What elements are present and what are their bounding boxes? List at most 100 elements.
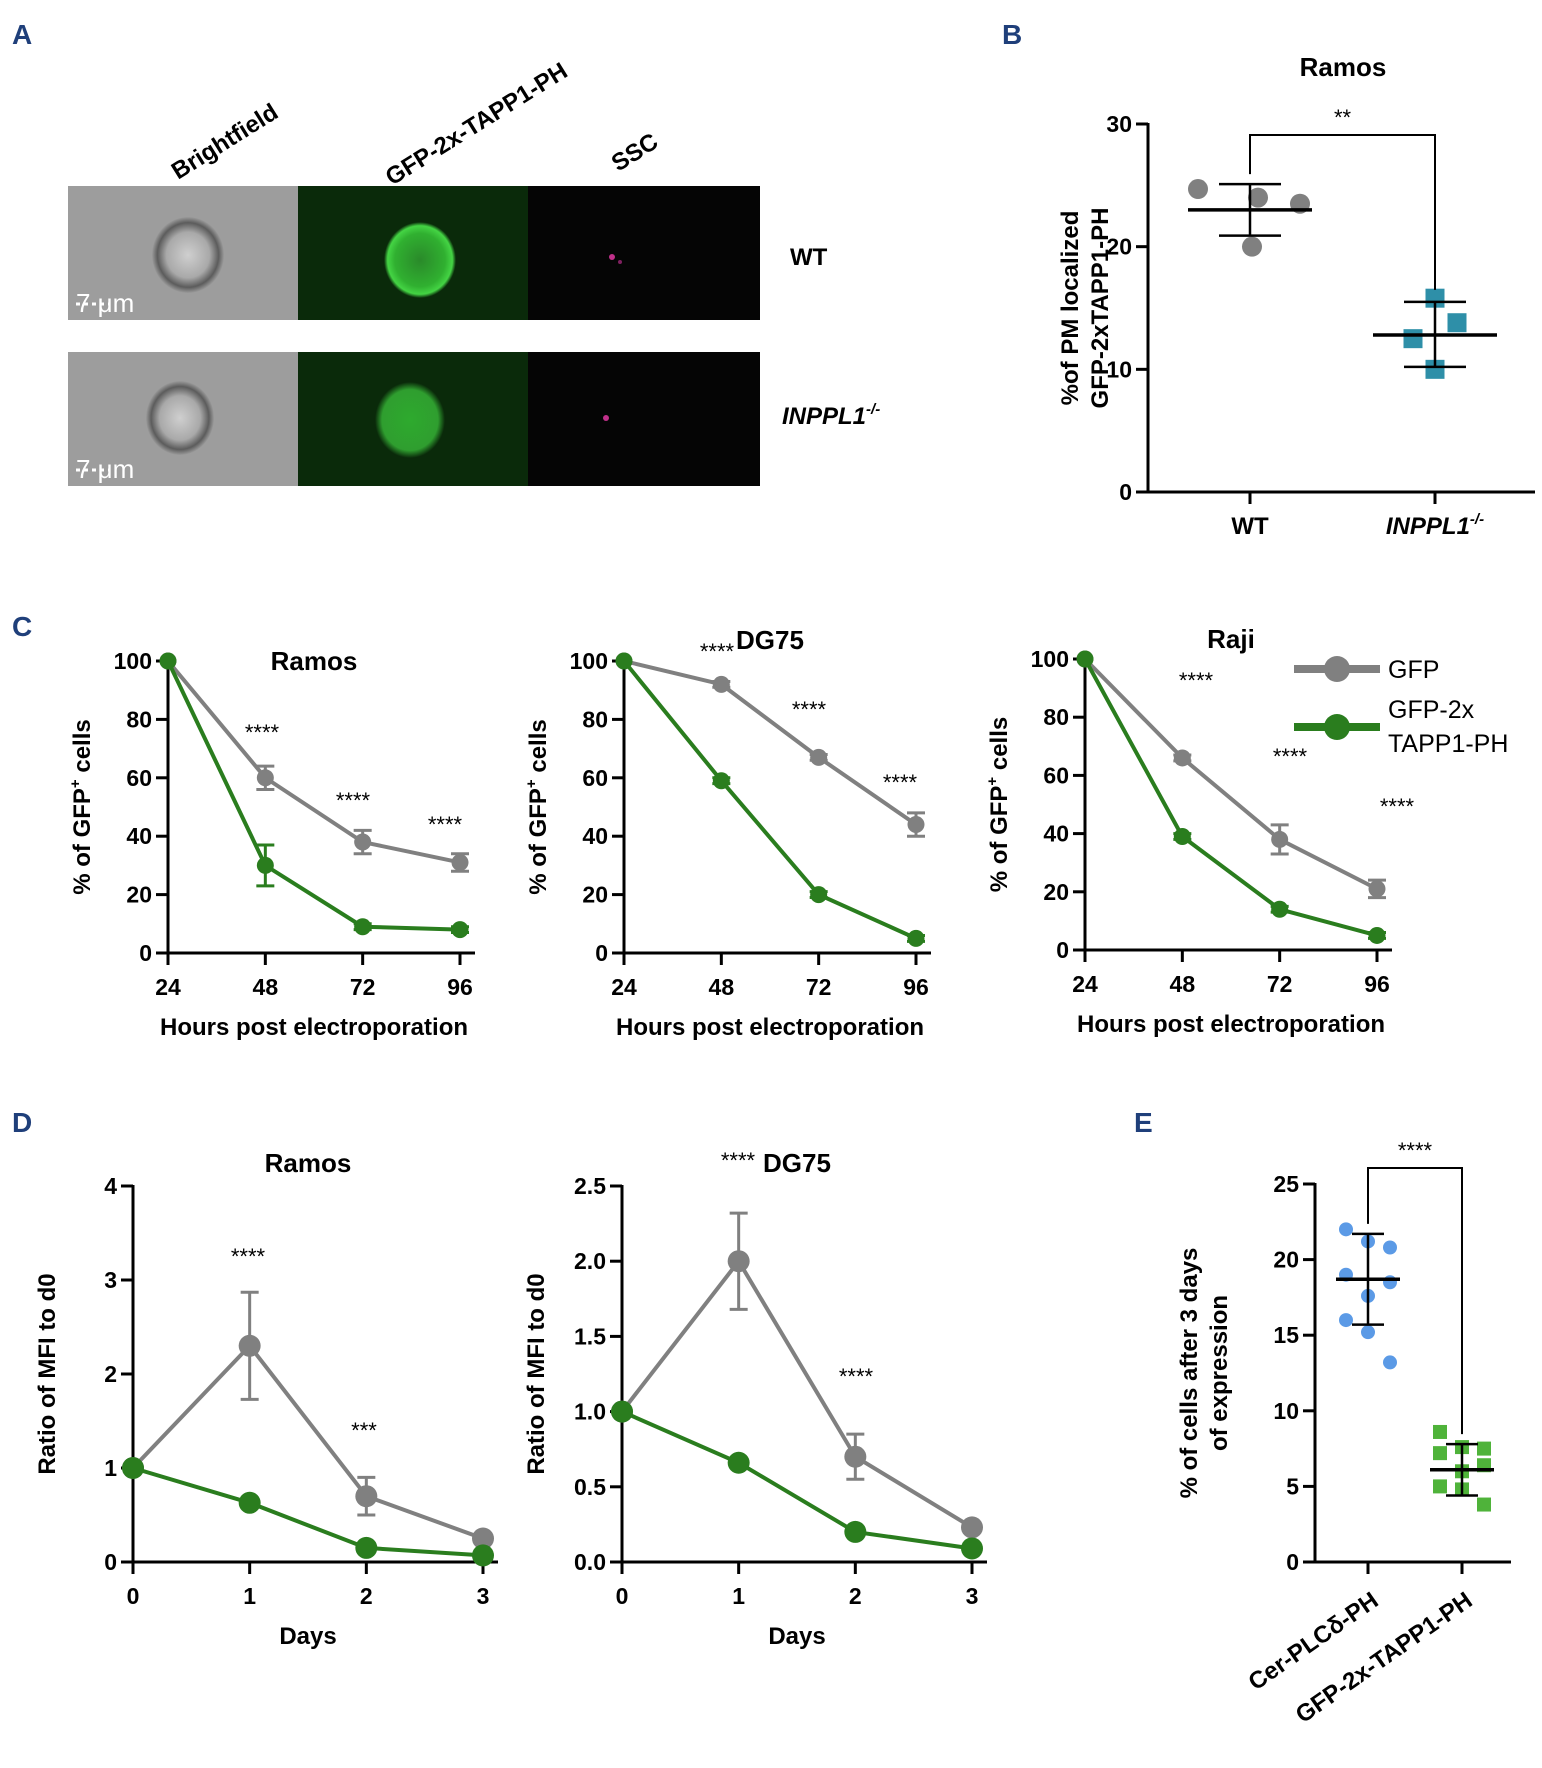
- y-axis-label-line: GFP-2xTAPP1-PH: [1087, 208, 1114, 409]
- x-tick-label: 48: [709, 974, 735, 1000]
- panel-label-c: C: [12, 611, 32, 642]
- significance-stars: ****: [1179, 668, 1214, 693]
- x-axis-label: Days: [279, 1623, 336, 1650]
- y-tick-label: 0: [1119, 479, 1132, 505]
- category-label: GFP-2x-TAPP1-PH: [1291, 1587, 1478, 1729]
- series-line-tapp1: [132, 1466, 484, 1558]
- y-tick-label: 80: [126, 706, 152, 732]
- y-tick-label: 20: [1273, 1247, 1299, 1273]
- chart-title: Ramos: [265, 1148, 352, 1178]
- significance-stars: **: [1334, 105, 1352, 130]
- y-axis-label: Ratio of MFI to d0: [523, 1273, 550, 1474]
- data-point: [355, 1536, 378, 1559]
- data-point: [122, 1457, 144, 1479]
- row-label-inppl1-main: INPPL1: [782, 403, 866, 430]
- brightfield-cell-wt: [152, 217, 224, 293]
- data-point: [810, 748, 828, 766]
- gfp-cell-inppl1: [375, 382, 445, 458]
- x-tick-label: 1: [732, 1583, 745, 1609]
- y-tick-label: 2.0: [574, 1248, 606, 1274]
- legend-tapp1-label-2: TAPP1-PH: [1388, 730, 1508, 758]
- category-label: WT: [1231, 513, 1269, 540]
- y-tick-label: 4: [104, 1173, 117, 1199]
- chart-title: DG75: [763, 1148, 831, 1178]
- y-tick-label: 20: [1043, 879, 1069, 905]
- y-tick-label: 0.5: [574, 1474, 606, 1500]
- y-tick-label: 100: [114, 648, 152, 674]
- significance-stars: ****: [721, 1148, 756, 1173]
- data-point: [354, 833, 372, 851]
- ssc-spot-wt-2: [618, 260, 622, 264]
- y-axis-label-main: Ratio of MFI to d0: [523, 1273, 550, 1474]
- series-line-tapp1: [166, 660, 461, 932]
- panel-c-dg75-chart: DG75 0 20 40 60 80 100 24 48 72 96 Hours post elect…: [523, 625, 931, 1041]
- data-point: [1271, 830, 1289, 848]
- significance-stars: ****: [792, 697, 827, 722]
- data-point: [961, 1537, 983, 1560]
- x-tick-label: 96: [447, 974, 473, 1000]
- legend-tapp1-label-1: GFP-2x: [1388, 696, 1475, 724]
- significance-stars: ****: [1273, 744, 1308, 769]
- series-line-tapp1: [1083, 658, 1378, 938]
- series-line-tapp1: [621, 1409, 973, 1551]
- data-point: [159, 652, 177, 670]
- y-tick-label: 10: [1106, 356, 1132, 382]
- significance-bracket: [1249, 134, 1436, 290]
- y-tick-label: 1.5: [574, 1323, 606, 1349]
- row-label-inppl1: INPPL1-/-: [782, 401, 880, 430]
- x-axis-label: Hours post electroporation: [616, 1014, 924, 1041]
- panel-label-e: E: [1134, 1107, 1153, 1138]
- data-point: [961, 1516, 983, 1539]
- data-point: [727, 1451, 750, 1474]
- ssc-spot-inppl1: [603, 415, 609, 421]
- panel-c-raji-chart: Raji 0 20 40 60 80 100 24 48 72 96 Hours post elect…: [984, 624, 1415, 1038]
- significance-stars: ****: [1380, 794, 1415, 819]
- y-tick-label: 100: [1031, 646, 1069, 672]
- significance-bracket: [1367, 1167, 1463, 1435]
- series-line-tapp1: [622, 659, 917, 941]
- panel-a-images: Brightfield GFP-2x-TAPP1-PH SSC 7 μm WT …: [68, 57, 880, 486]
- x-tick-label: 72: [806, 974, 832, 1000]
- significance-stars: ****: [700, 639, 735, 664]
- significance-stars: ****: [883, 770, 918, 795]
- column-label-brightfield: Brightfield: [167, 99, 283, 185]
- y-tick-label: 40: [1043, 821, 1069, 847]
- data-point: [1433, 1479, 1447, 1494]
- y-axis-label-tail: cells: [69, 719, 96, 779]
- y-tick-label: 20: [126, 882, 152, 908]
- legend-tapp1-marker: [1324, 714, 1350, 740]
- y-tick-label: 3: [104, 1267, 117, 1293]
- y-tick-label: 80: [582, 706, 608, 732]
- data-point: [1248, 187, 1268, 208]
- ssc-tile-wt: [528, 186, 760, 320]
- brightfield-cell-inppl1: [146, 381, 214, 455]
- category-label: INPPL1-/-: [1386, 511, 1484, 540]
- data-point: [1339, 1313, 1353, 1328]
- chart-title: Raji: [1207, 624, 1255, 654]
- x-tick-label: 3: [966, 1583, 979, 1609]
- x-tick-label: 96: [1364, 971, 1390, 997]
- column-label-ssc: SSC: [607, 128, 663, 177]
- x-tick-label: 2: [360, 1583, 373, 1609]
- y-tick-label: 30: [1106, 111, 1132, 137]
- x-tick-label: 72: [350, 974, 376, 1000]
- data-point: [1425, 359, 1445, 379]
- x-tick-label: 1: [243, 1583, 256, 1609]
- y-tick-label: 20: [1106, 234, 1132, 260]
- data-point: [844, 1445, 867, 1468]
- chart-title: Ramos: [271, 646, 358, 676]
- x-axis-label: Hours post electroporation: [1077, 1011, 1385, 1038]
- row-label-wt: WT: [790, 244, 828, 271]
- y-axis-label-main: % of GFP: [525, 788, 552, 895]
- x-tick-label: 24: [611, 974, 637, 1000]
- significance-stars: ****: [428, 812, 463, 837]
- y-tick-label: 0: [1286, 1549, 1299, 1575]
- x-tick-label: 24: [1072, 971, 1098, 997]
- y-tick-label: 100: [570, 648, 608, 674]
- panel-label-a: A: [12, 19, 32, 50]
- series-line-gfp: [620, 1257, 974, 1530]
- data-point: [1477, 1497, 1491, 1512]
- y-axis-label-line: %of PM localized: [1057, 211, 1084, 406]
- data-point: [354, 918, 372, 936]
